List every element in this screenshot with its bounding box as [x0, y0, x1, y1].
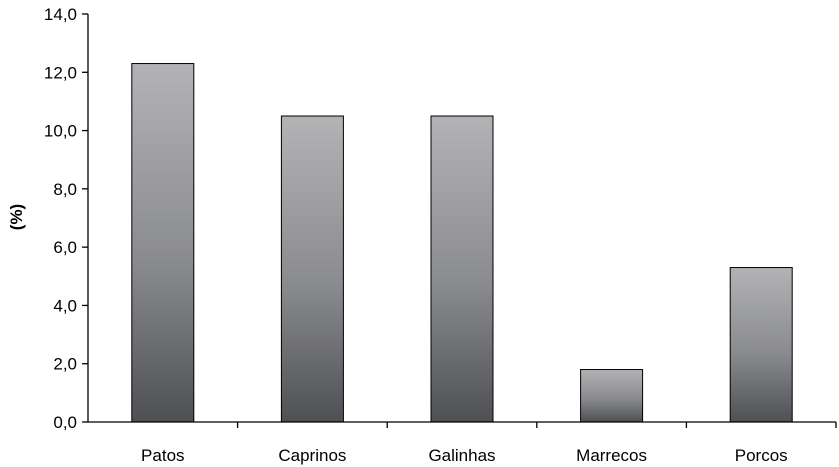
bar-patos — [131, 63, 195, 423]
y-axis-ticks: 0,0 2,0 4,0 6,0 8,0 10,0 12,0 14,0 — [44, 5, 88, 432]
x-tick-label: Porcos — [735, 446, 788, 465]
bars-layer — [131, 63, 793, 423]
y-tick-label: 14,0 — [44, 5, 77, 24]
bar-porcos — [729, 267, 793, 423]
x-tick-label: Caprinos — [278, 446, 346, 465]
bar-galinhas — [430, 115, 494, 423]
y-tick-label: 8,0 — [53, 180, 77, 199]
y-tick-label: 12,0 — [44, 63, 77, 82]
bar-marrecos — [580, 369, 644, 423]
y-tick-label: 4,0 — [53, 296, 77, 315]
x-tick-label: Patos — [141, 446, 184, 465]
y-tick-label: 2,0 — [53, 355, 77, 374]
y-axis-title: (%) — [7, 204, 26, 230]
bar-caprinos — [280, 115, 344, 423]
y-tick-label: 0,0 — [53, 413, 77, 432]
axes-layer — [87, 14, 836, 423]
x-tick-label: Marrecos — [576, 446, 647, 465]
x-tick-label: Galinhas — [428, 446, 495, 465]
x-axis-labels: Patos Caprinos Galinhas Marrecos Porcos — [141, 422, 837, 465]
y-tick-label: 6,0 — [53, 238, 77, 257]
y-tick-label: 10,0 — [44, 122, 77, 141]
